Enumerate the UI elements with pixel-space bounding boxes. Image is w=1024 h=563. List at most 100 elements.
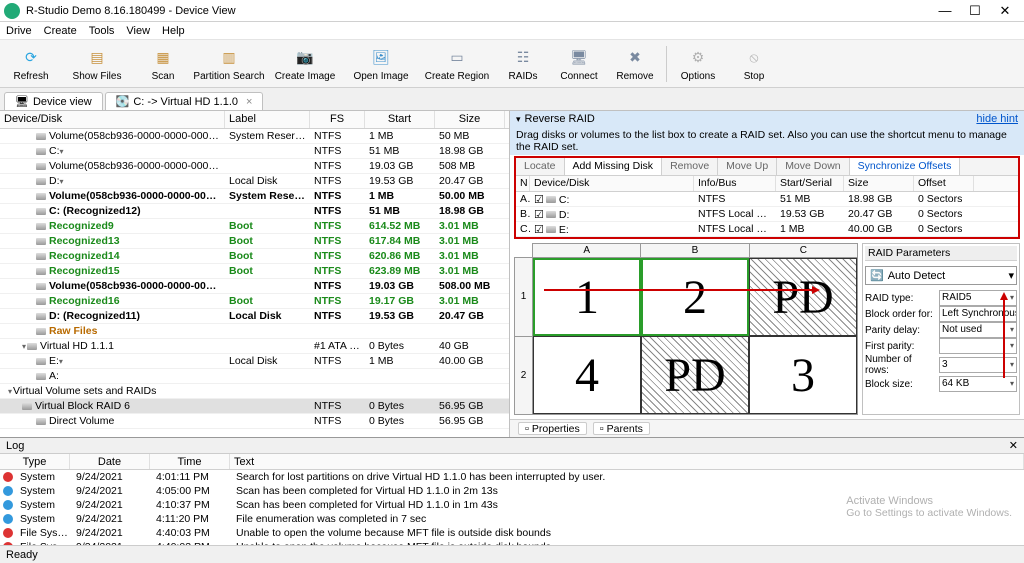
tool-open-image[interactable]: 🖼Open Image [344, 46, 418, 82]
layout-row-1: 1 [515, 258, 532, 337]
layout-cell[interactable]: 4 [533, 336, 641, 414]
menu-view[interactable]: View [126, 25, 150, 37]
layout-cell[interactable]: 3 [749, 336, 857, 414]
tool-refresh[interactable]: ⟳Refresh [4, 46, 58, 82]
device-row[interactable]: Volume(058cb936-0000-0000-0000-…▾ NTFS 1… [0, 159, 509, 174]
layout-cell[interactable]: PD [641, 336, 749, 414]
menu-create[interactable]: Create [44, 25, 77, 37]
raid-tab-remove[interactable]: Remove [662, 158, 718, 175]
param-input-5[interactable]: 64 KB▾ [939, 376, 1017, 392]
raid-header-1[interactable]: Device/Disk [530, 176, 694, 191]
log-row[interactable]: System 9/24/2021 4:11:20 PM File enumera… [0, 512, 1024, 526]
layout-cell[interactable]: PD [749, 258, 857, 336]
device-row[interactable]: E:▾ Local Disk NTFS 1 MB 40.00 GB [0, 354, 509, 369]
device-row[interactable]: Virtual Block RAID 6 NTFS 0 Bytes 56.95 … [0, 399, 509, 414]
device-row[interactable]: Recognized14 Boot NTFS 620.86 MB 3.01 MB [0, 249, 509, 264]
log-row[interactable]: File System 9/24/2021 4:40:03 PM Unable … [0, 540, 1024, 545]
chevron-down-icon[interactable]: ▾ [516, 114, 521, 125]
tool-partition-search[interactable]: ▥Partition Search [192, 46, 266, 82]
device-header-1[interactable]: Label [225, 111, 310, 128]
param-input-4[interactable]: 3▾ [939, 357, 1017, 373]
device-row[interactable]: C:▾ NTFS 51 MB 18.98 GB [0, 144, 509, 159]
tool-create-image[interactable]: 📷Create Image [268, 46, 342, 82]
menu-help[interactable]: Help [162, 25, 185, 37]
device-header-2[interactable]: FS [310, 111, 365, 128]
device-grid-body[interactable]: Volume(058cb936-0000-0000-0000-…▾ System… [0, 129, 509, 437]
tool-remove[interactable]: ✖Remove [608, 46, 662, 82]
tool-stop[interactable]: ⦸Stop [727, 46, 781, 82]
raid-header-0[interactable]: N [516, 176, 530, 191]
raid-tab-move-up[interactable]: Move Up [718, 158, 777, 175]
refresh-icon: ⟳ [19, 46, 43, 70]
device-row[interactable]: D:▾ Local Disk NTFS 19.53 GB 20.47 GB [0, 174, 509, 189]
raid-tab-move-down[interactable]: Move Down [777, 158, 849, 175]
tool-connect[interactable]: 🖥Connect [552, 46, 606, 82]
raid-header-2[interactable]: Info/Bus [694, 176, 776, 191]
auto-detect-button[interactable]: 🔄 Auto Detect ▾ [865, 266, 1017, 285]
chevron-down-icon[interactable]: ▾ [1008, 269, 1014, 282]
param-input-1[interactable]: Left Synchronous (Stan▾ [939, 306, 1017, 322]
device-header-3[interactable]: Start [365, 111, 435, 128]
device-row[interactable]: A: [0, 369, 509, 384]
log-header-1[interactable]: Date [70, 454, 150, 469]
disk-icon [36, 358, 46, 365]
raid-row[interactable]: A C: NTFS 51 MB 18.98 GB 0 Sectors [516, 192, 1018, 207]
raid-row[interactable]: C E: NTFS Local Disk 1 MB 40.00 GB 0 Sec… [516, 222, 1018, 237]
device-row[interactable]: Direct Volume NTFS 0 Bytes 56.95 GB [0, 414, 509, 429]
log-body[interactable]: System 9/24/2021 4:01:11 PM Search for l… [0, 470, 1024, 545]
prop-tab-parents[interactable]: ▫Parents [593, 422, 650, 435]
raid-grid-body[interactable]: A C: NTFS 51 MB 18.98 GB 0 Sectors B D: … [516, 192, 1018, 237]
raids-icon: ☷ [511, 46, 535, 70]
menu-tools[interactable]: Tools [89, 25, 115, 37]
raid-tab-add-missing-disk[interactable]: Add Missing Disk [565, 158, 663, 175]
device-header-0[interactable]: Device/Disk [0, 111, 225, 128]
param-input-3[interactable]: ▾ [939, 338, 1017, 354]
layout-cell[interactable]: 1 [533, 258, 641, 336]
log-row[interactable]: File System 9/24/2021 4:40:03 PM Unable … [0, 526, 1024, 540]
log-header-2[interactable]: Time [150, 454, 230, 469]
param-input-2[interactable]: Not used▾ [939, 322, 1017, 338]
device-row[interactable]: Volume(058cb936-0000-0000-0000-…▾ System… [0, 129, 509, 144]
hide-hint-link[interactable]: hide hint [976, 113, 1018, 125]
log-header-0[interactable]: Type [0, 454, 70, 469]
tab-1[interactable]: 💽C: -> Virtual HD 1.1.0× [105, 92, 264, 110]
device-row[interactable]: Virtual Volume sets and RAIDs [0, 384, 509, 399]
raid-header-4[interactable]: Size [844, 176, 914, 191]
tool-options[interactable]: ⚙Options [671, 46, 725, 82]
device-row[interactable]: D: (Recognized11) Local Disk NTFS 19.53 … [0, 309, 509, 324]
raid-row[interactable]: B D: NTFS Local Disk 19.53 GB 20.47 GB 0… [516, 207, 1018, 222]
tool-raids[interactable]: ☷RAIDs [496, 46, 550, 82]
log-row[interactable]: System 9/24/2021 4:05:00 PM Scan has bee… [0, 484, 1024, 498]
device-row[interactable]: Volume(058cb936-0000-0000-00… System Res… [0, 189, 509, 204]
raid-header-3[interactable]: Start/Serial [776, 176, 844, 191]
device-row[interactable]: Virtual HD 1.1.1 #1 ATA … 0 Bytes 40 GB [0, 339, 509, 354]
raid-header-5[interactable]: Offset [914, 176, 974, 191]
tool-create-region[interactable]: ▭Create Region [420, 46, 494, 82]
tab-0[interactable]: 🖥Device view [4, 92, 103, 110]
device-row[interactable]: Recognized9 Boot NTFS 614.52 MB 3.01 MB [0, 219, 509, 234]
device-row[interactable]: C: (Recognized12) NTFS 51 MB 18.98 GB [0, 204, 509, 219]
close-button[interactable]: ✕ [990, 2, 1020, 20]
log-row[interactable]: System 9/24/2021 4:01:11 PM Search for l… [0, 470, 1024, 484]
device-header-4[interactable]: Size [435, 111, 505, 128]
device-row[interactable]: Recognized16 Boot NTFS 19.17 GB 3.01 MB [0, 294, 509, 309]
menu-drive[interactable]: Drive [6, 25, 32, 37]
log-header-3[interactable]: Text [230, 454, 1024, 469]
device-row[interactable]: Recognized15 Boot NTFS 623.89 MB 3.01 MB [0, 264, 509, 279]
tab-close-icon[interactable]: × [246, 96, 252, 108]
prop-tab-properties[interactable]: ▫Properties [518, 422, 587, 435]
device-row[interactable]: Raw Files [0, 324, 509, 339]
log-row[interactable]: System 9/24/2021 4:10:37 PM Scan has bee… [0, 498, 1024, 512]
log-close-icon[interactable]: ✕ [1009, 439, 1018, 452]
layout-cell[interactable]: 2 [641, 258, 749, 336]
partition-search-icon: ▥ [217, 46, 241, 70]
remove-icon: ✖ [623, 46, 647, 70]
device-row[interactable]: Volume(058cb936-0000-0000-00… NTFS 19.03… [0, 279, 509, 294]
maximize-button[interactable]: ☐ [960, 2, 990, 20]
minimize-button[interactable]: — [930, 2, 960, 20]
device-row[interactable]: Recognized13 Boot NTFS 617.84 MB 3.01 MB [0, 234, 509, 249]
raid-tab-synchronize-offsets[interactable]: Synchronize Offsets [850, 158, 961, 175]
raid-tab-locate[interactable]: Locate [516, 158, 565, 175]
tool-show-files[interactable]: ▤Show Files [60, 46, 134, 82]
tool-scan[interactable]: ▦Scan [136, 46, 190, 82]
